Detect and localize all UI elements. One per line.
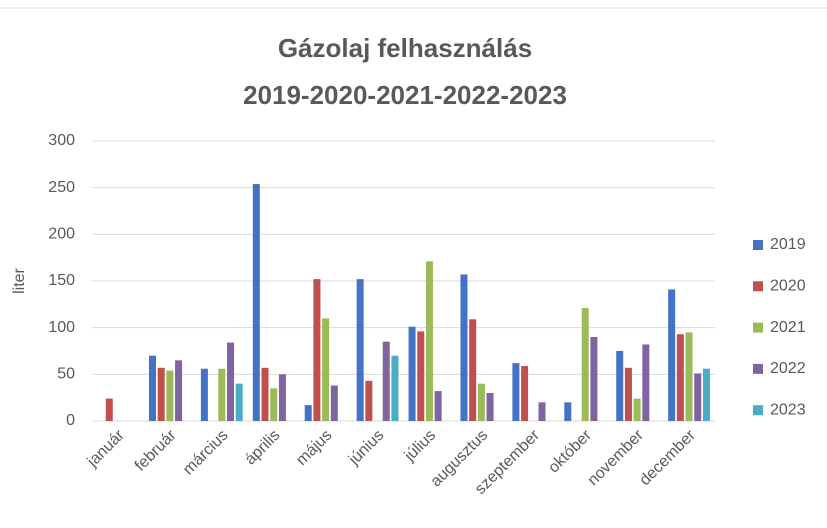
bar	[676, 334, 684, 421]
bar	[322, 318, 330, 421]
chart-title: Gázolaj felhasználás	[278, 33, 532, 63]
bar	[633, 398, 641, 421]
legend-swatch	[753, 240, 763, 250]
x-tick-label: április	[242, 427, 284, 469]
bar	[235, 383, 243, 421]
bar	[538, 402, 546, 421]
legend-swatch	[753, 322, 763, 333]
legend-swatch	[753, 363, 763, 374]
bar	[616, 351, 624, 421]
bar	[218, 368, 226, 421]
x-tick-label: február	[132, 426, 180, 474]
bar	[434, 391, 442, 421]
bar	[105, 398, 113, 421]
bar	[408, 326, 416, 421]
bar	[270, 388, 278, 421]
y-tick-label: 250	[48, 179, 75, 196]
y-tick-label: 300	[48, 132, 75, 149]
x-tick-label: október	[545, 426, 595, 476]
x-tick-label: július	[401, 427, 440, 466]
bar	[148, 355, 156, 421]
x-tick-label: június	[345, 427, 387, 469]
bar	[330, 385, 338, 421]
bar	[391, 355, 399, 421]
bar	[642, 344, 650, 421]
bar	[365, 380, 373, 421]
legend-swatch	[753, 281, 763, 292]
bar	[685, 332, 693, 421]
y-tick-label: 0	[66, 412, 75, 429]
bar	[702, 368, 710, 421]
bar	[512, 363, 520, 421]
bar	[564, 402, 572, 421]
legend-label: 2020	[770, 278, 806, 295]
bar	[382, 341, 390, 421]
legend-swatch	[753, 405, 763, 416]
y-axis-label: liter	[11, 267, 28, 293]
bar	[261, 367, 269, 421]
legend-label: 2019	[770, 236, 806, 253]
bar	[417, 331, 425, 421]
bar	[166, 370, 174, 421]
bar	[252, 183, 260, 421]
legend-label: 2023	[770, 401, 806, 418]
chart-title: 2019-2020-2021-2022-2023	[243, 80, 567, 110]
x-tick-label: március	[180, 427, 232, 479]
x-tick-label: december	[637, 426, 700, 489]
bar	[477, 383, 485, 421]
bar	[313, 279, 321, 421]
bar	[425, 261, 433, 421]
bar	[278, 374, 286, 421]
bar	[460, 274, 468, 421]
bar	[356, 279, 364, 421]
x-tick-label: január	[84, 426, 129, 471]
bar	[304, 405, 312, 421]
bar	[624, 367, 632, 421]
bar	[694, 373, 702, 421]
y-tick-label: 50	[57, 366, 75, 383]
legend-label: 2021	[770, 319, 806, 336]
bar	[469, 319, 477, 421]
bar	[581, 308, 589, 421]
legend-label: 2022	[770, 360, 806, 377]
x-tick-label: május	[293, 427, 335, 469]
bar	[668, 289, 676, 421]
bar	[226, 342, 234, 421]
bar	[175, 360, 183, 421]
y-tick-label: 100	[48, 319, 75, 336]
bar	[521, 365, 529, 421]
y-tick-label: 200	[48, 226, 75, 243]
bar	[157, 367, 165, 421]
bar	[486, 393, 494, 421]
bar	[200, 368, 208, 421]
bar	[590, 337, 598, 421]
y-tick-label: 150	[48, 272, 75, 289]
